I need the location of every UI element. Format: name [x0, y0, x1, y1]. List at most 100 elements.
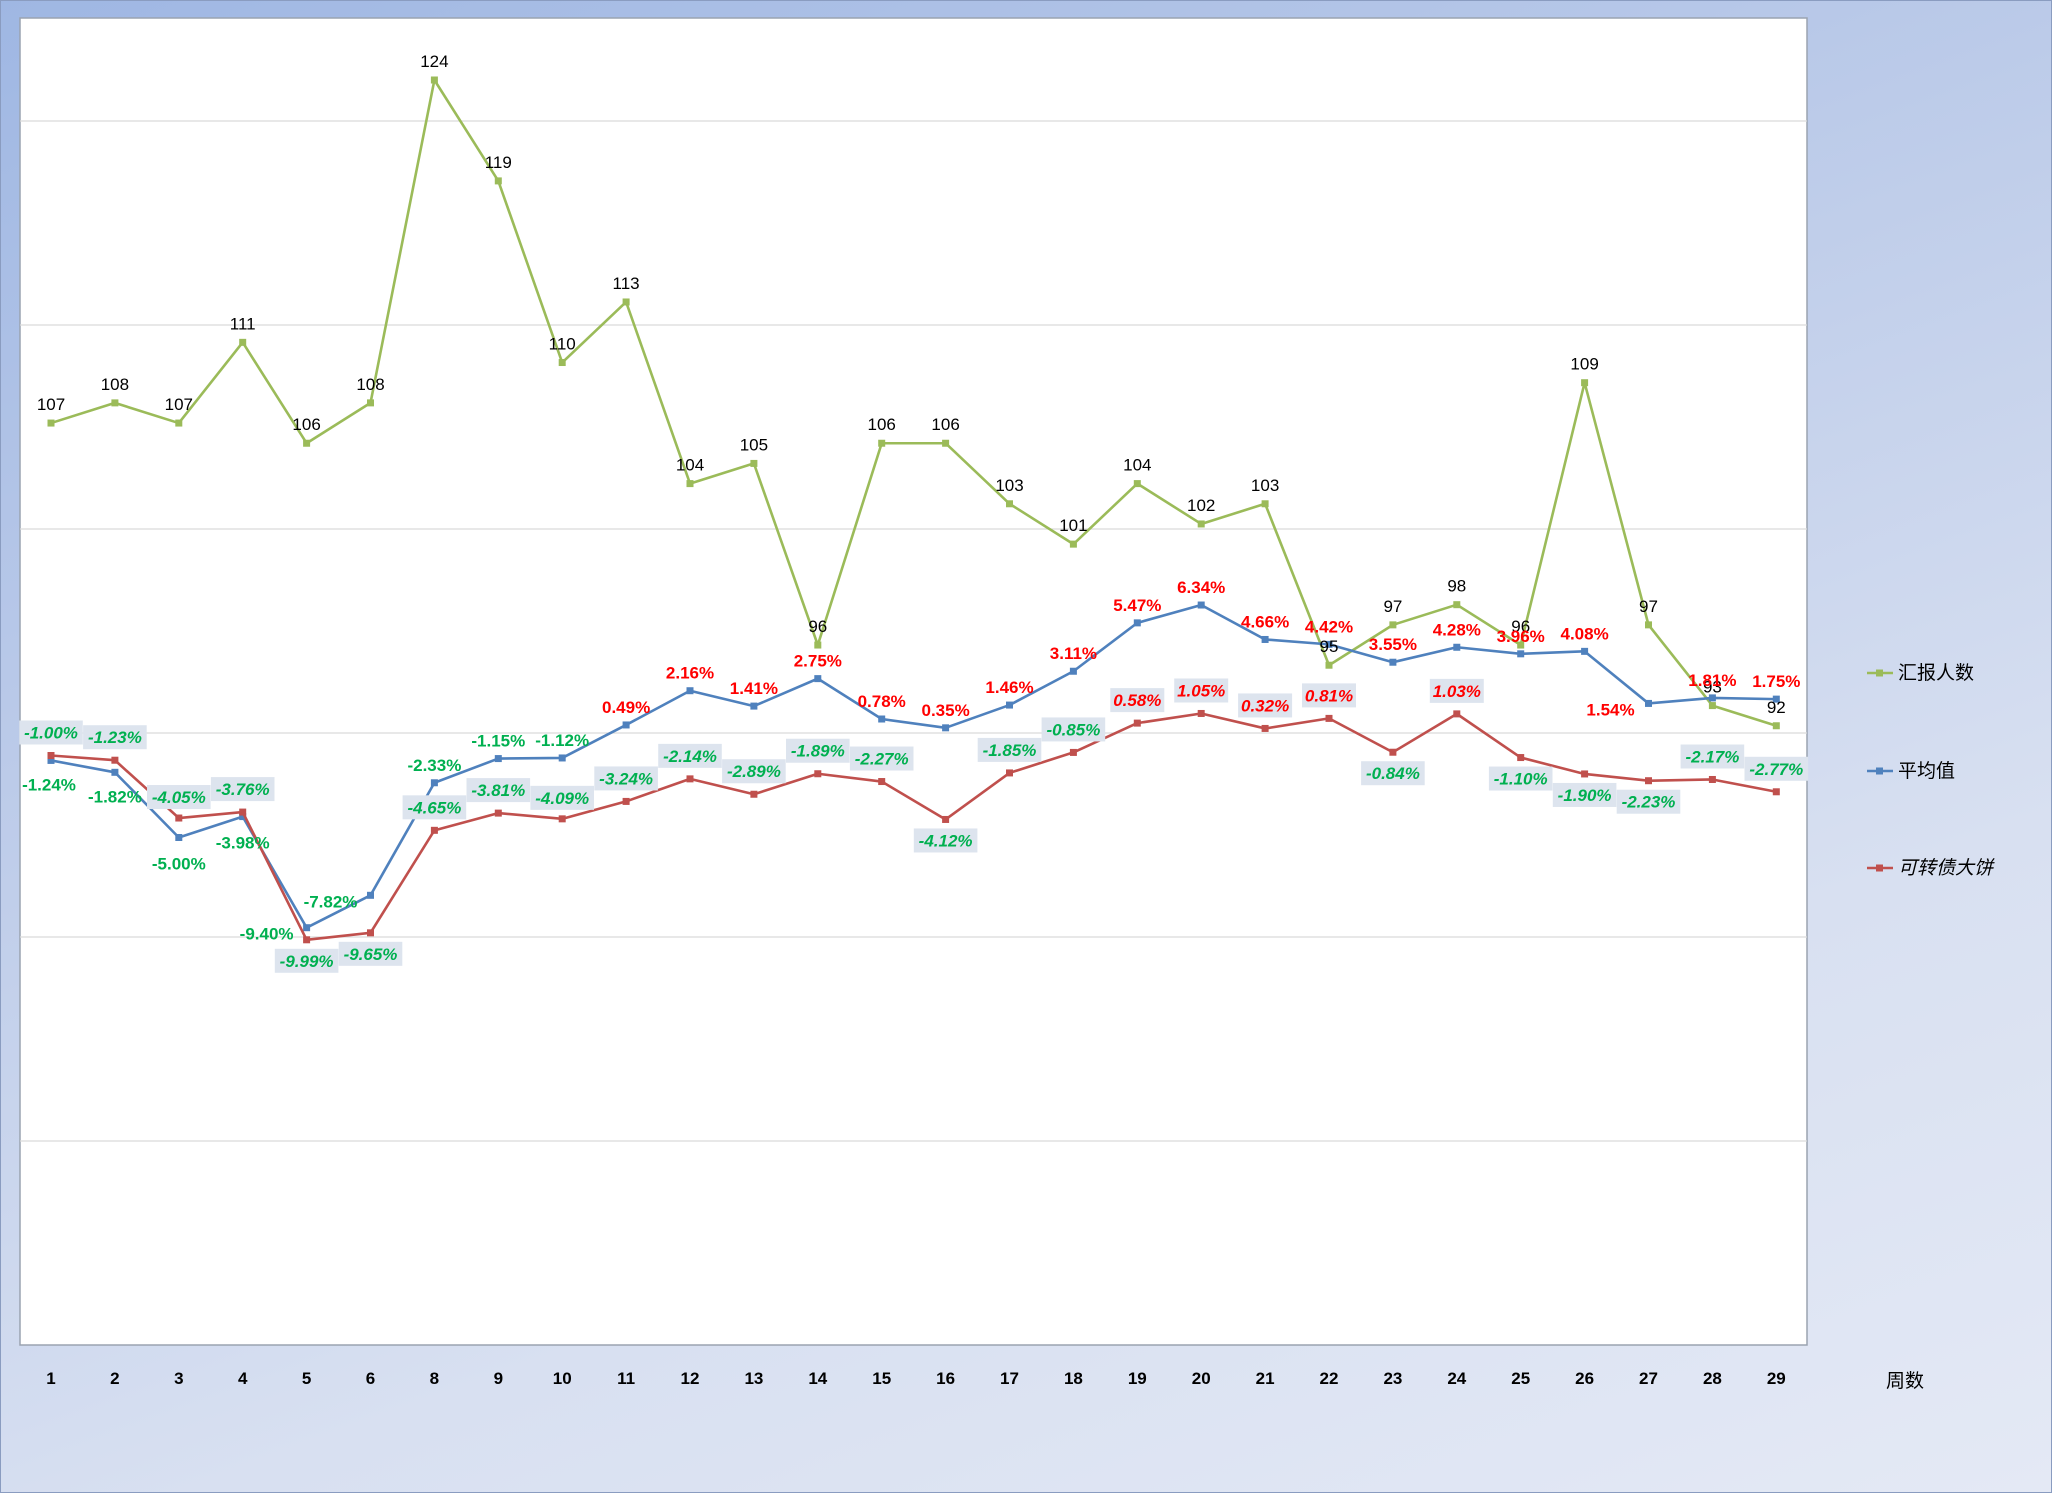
data-label: 96 — [808, 617, 827, 636]
category-label: 8 — [430, 1369, 439, 1388]
data-point — [47, 419, 55, 427]
data-label: 124 — [420, 52, 448, 71]
data-point — [622, 721, 630, 729]
data-point — [558, 359, 566, 367]
data-point — [1453, 601, 1461, 609]
legend-label: 可转债大饼 — [1898, 857, 1995, 879]
data-point — [942, 439, 950, 447]
data-label-box — [19, 720, 83, 745]
data-label: 3.96% — [1497, 627, 1545, 646]
data-label: 2.75% — [794, 652, 842, 671]
category-label: 29 — [1767, 1369, 1786, 1388]
data-label: -4.65% — [407, 798, 461, 817]
data-label: 98 — [1447, 577, 1466, 596]
data-label: 4.08% — [1560, 624, 1608, 643]
data-label: -1.90% — [1558, 786, 1612, 805]
data-label-box — [466, 778, 531, 803]
data-point — [1389, 748, 1397, 756]
data-point — [1197, 520, 1205, 528]
data-label: -2.33% — [407, 756, 461, 775]
data-label-box — [1110, 688, 1165, 713]
data-point — [1133, 719, 1141, 727]
category-label: 9 — [494, 1369, 503, 1388]
category-label: 5 — [302, 1369, 311, 1388]
data-point — [686, 480, 694, 488]
data-label: 108 — [356, 375, 384, 394]
data-label: -2.89% — [727, 762, 781, 781]
data-label-box — [1552, 782, 1617, 807]
legend-item: 平均值 — [1867, 760, 1955, 782]
data-point — [303, 439, 311, 447]
data-label: -2.14% — [663, 747, 717, 766]
data-point — [1006, 701, 1013, 709]
data-point — [558, 754, 566, 762]
data-label-box — [338, 941, 403, 966]
data-label: 104 — [676, 456, 704, 475]
data-label: 106 — [931, 415, 959, 434]
data-label: 97 — [1639, 597, 1658, 616]
data-point — [1133, 619, 1141, 627]
data-point — [878, 778, 886, 786]
data-point — [622, 298, 630, 306]
category-label: 1 — [46, 1369, 55, 1388]
data-point — [111, 768, 119, 776]
data-point — [239, 813, 247, 821]
data-point — [750, 459, 758, 467]
category-label: 16 — [936, 1369, 955, 1388]
data-label: -1.10% — [1494, 770, 1548, 789]
data-point — [175, 814, 183, 822]
data-label-box — [1680, 744, 1745, 769]
data-label: -1.15% — [471, 732, 525, 751]
data-label: -2.23% — [1622, 793, 1676, 812]
data-label-box — [1302, 683, 1356, 708]
data-label-box — [210, 777, 275, 802]
data-label: 106 — [292, 415, 320, 434]
data-label-box — [83, 725, 147, 750]
category-label: 20 — [1192, 1369, 1211, 1388]
series-bond — [47, 709, 1780, 944]
data-point — [367, 929, 374, 937]
data-point — [175, 419, 183, 427]
category-label: 12 — [681, 1369, 700, 1388]
category-label: 25 — [1511, 1369, 1530, 1388]
data-label: 103 — [995, 476, 1023, 495]
data-label: 4.66% — [1241, 612, 1289, 631]
data-point — [1133, 480, 1141, 488]
data-point — [47, 752, 55, 759]
data-point — [1197, 601, 1205, 609]
data-point — [1645, 621, 1652, 629]
data-label: -2.17% — [1685, 747, 1739, 766]
category-label: 6 — [366, 1369, 375, 1388]
data-label: -2.27% — [855, 750, 909, 769]
category-label: 4 — [238, 1369, 248, 1388]
data-label-box — [977, 737, 1042, 762]
data-point — [1581, 379, 1589, 387]
data-point — [1006, 769, 1013, 777]
data-label-box — [849, 746, 914, 771]
data-label: 0.32% — [1241, 696, 1289, 715]
legend-item: 可转债大饼 — [1867, 857, 1995, 879]
category-label: 10 — [553, 1369, 572, 1388]
data-label-box — [1744, 756, 1809, 781]
data-point — [1645, 777, 1652, 785]
data-point — [942, 815, 950, 823]
category-label: 11 — [617, 1369, 635, 1388]
data-point — [878, 439, 886, 447]
data-label: 0.49% — [602, 698, 650, 717]
data-point — [111, 399, 119, 407]
data-point — [494, 809, 502, 817]
data-label: 4.28% — [1433, 620, 1481, 639]
data-label: 0.58% — [1113, 691, 1161, 710]
gridlines — [20, 120, 1807, 1142]
series-layer — [47, 76, 1780, 944]
data-label: 107 — [37, 395, 65, 414]
data-label: -1.23% — [88, 728, 142, 747]
data-label-box — [1041, 717, 1106, 742]
data-point — [1517, 641, 1525, 649]
data-point — [686, 775, 694, 783]
legend-marker — [1876, 864, 1883, 872]
series-line — [50, 78, 1777, 727]
data-point — [558, 815, 566, 823]
data-point — [814, 770, 822, 778]
